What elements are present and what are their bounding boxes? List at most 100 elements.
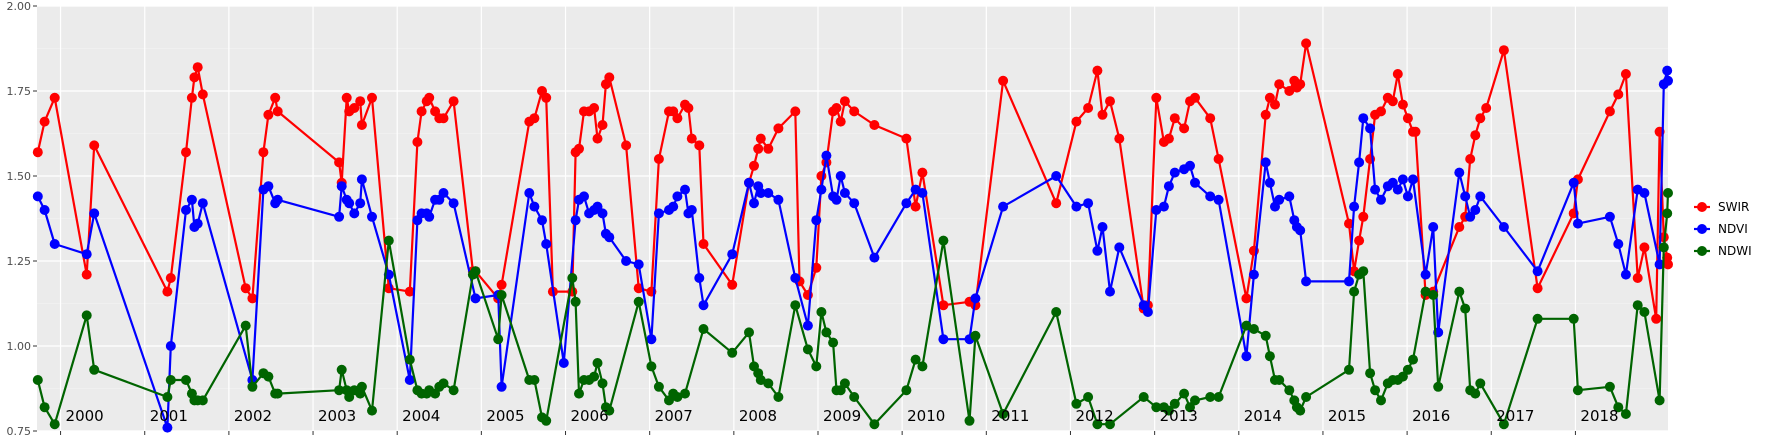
data-point-swir bbox=[32, 147, 43, 158]
data-point-swir bbox=[1475, 113, 1486, 124]
data-point-ndwi bbox=[1460, 303, 1471, 314]
data-point-ndwi bbox=[570, 296, 581, 307]
y-axis: 0.75 1.00 1.25 1.50 1.75 2.00 bbox=[7, 0, 1576, 438]
data-point-swir bbox=[998, 75, 1009, 86]
year-label: 2004 bbox=[402, 407, 440, 425]
data-point-swir bbox=[1639, 242, 1650, 253]
data-point-swir bbox=[89, 140, 100, 151]
year-label: 2016 bbox=[1412, 407, 1450, 425]
data-point-ndvi bbox=[1613, 239, 1624, 249]
data-point-ndwi bbox=[970, 330, 981, 341]
data-point-ndvi bbox=[835, 171, 846, 181]
year-label: 2013 bbox=[1160, 407, 1198, 425]
data-point-swir bbox=[790, 106, 801, 117]
data-point-ndwi bbox=[1138, 392, 1149, 402]
data-point-ndwi bbox=[938, 235, 949, 246]
data-point-swir bbox=[1295, 79, 1306, 90]
data-point-ndwi bbox=[89, 364, 100, 375]
data-point-ndvi bbox=[263, 181, 274, 192]
data-point-swir bbox=[1270, 99, 1280, 110]
data-point-ndvi bbox=[1662, 65, 1673, 76]
data-point-swir bbox=[633, 283, 644, 294]
data-point-ndvi bbox=[1663, 75, 1673, 86]
data-point-swir bbox=[181, 147, 191, 158]
data-point-ndwi bbox=[1241, 320, 1252, 331]
data-point-swir bbox=[749, 160, 759, 171]
data-point-ndvi bbox=[39, 205, 50, 215]
data-point-ndvi bbox=[653, 208, 664, 219]
data-point-ndwi bbox=[1639, 307, 1650, 317]
data-point-ndvi bbox=[32, 191, 43, 202]
data-point-ndvi bbox=[1397, 174, 1408, 185]
data-point-ndwi bbox=[32, 375, 43, 385]
data-point-swir bbox=[1260, 109, 1271, 120]
data-point-swir bbox=[341, 92, 352, 103]
data-point-ndwi bbox=[247, 381, 258, 392]
data-point-ndvi bbox=[356, 174, 367, 185]
data-point-swir bbox=[404, 286, 415, 297]
year-label: 2002 bbox=[234, 407, 272, 425]
data-point-swir bbox=[1651, 313, 1662, 324]
data-point-ndvi bbox=[1260, 157, 1271, 168]
data-point-ndvi bbox=[1532, 266, 1543, 277]
data-point-ndwi bbox=[1163, 405, 1174, 416]
series-layer bbox=[32, 38, 1673, 433]
data-point-ndvi bbox=[1142, 307, 1153, 317]
data-point-swir bbox=[240, 283, 251, 294]
data-point-ndwi bbox=[1620, 409, 1631, 419]
data-point-ndwi bbox=[1454, 286, 1465, 297]
data-point-ndvi bbox=[1114, 242, 1125, 253]
data-point-swir bbox=[917, 167, 928, 178]
year-label: 2005 bbox=[486, 407, 524, 425]
legend-label: NDWI bbox=[1718, 244, 1752, 258]
data-point-ndvi bbox=[604, 232, 615, 243]
data-point-ndwi bbox=[1572, 385, 1583, 396]
data-point-ndvi bbox=[81, 249, 92, 260]
data-point-swir bbox=[541, 92, 552, 103]
data-point-ndwi bbox=[698, 324, 709, 334]
year-label: 2011 bbox=[991, 407, 1029, 425]
data-point-ndwi bbox=[910, 354, 921, 365]
data-point-swir bbox=[839, 96, 850, 107]
year-label: 2007 bbox=[655, 407, 693, 425]
data-point-ndvi bbox=[272, 194, 283, 205]
data-point-ndvi bbox=[1392, 184, 1403, 195]
data-point-ndvi bbox=[1420, 269, 1431, 280]
data-point-swir bbox=[186, 92, 197, 103]
data-point-ndvi bbox=[621, 256, 632, 266]
data-point-swir bbox=[1274, 79, 1285, 90]
data-point-swir bbox=[81, 269, 92, 280]
data-point-ndwi bbox=[680, 388, 690, 399]
data-point-swir bbox=[263, 109, 274, 120]
data-point-swir bbox=[367, 92, 377, 103]
data-point-swir bbox=[496, 279, 507, 290]
data-point-ndvi bbox=[89, 208, 100, 219]
data-point-ndvi bbox=[1190, 177, 1200, 188]
data-point-swir bbox=[1613, 89, 1624, 100]
data-point-ndvi bbox=[1365, 123, 1376, 134]
data-point-ndwi bbox=[541, 415, 552, 426]
data-point-ndvi bbox=[1428, 222, 1439, 232]
data-point-ndvi bbox=[1264, 177, 1275, 188]
data-point-ndwi bbox=[1295, 405, 1306, 416]
data-point-swir bbox=[416, 106, 427, 117]
data-point-swir bbox=[1354, 235, 1365, 246]
data-point-ndvi bbox=[537, 215, 547, 226]
data-point-ndvi bbox=[917, 188, 928, 198]
data-point-ndvi bbox=[1620, 269, 1631, 280]
y-tick-label: 1.75 bbox=[7, 85, 32, 98]
data-point-ndwi bbox=[81, 310, 92, 321]
data-point-ndwi bbox=[197, 395, 208, 406]
data-point-ndvi bbox=[579, 191, 589, 202]
data-point-swir bbox=[1097, 109, 1108, 120]
data-point-ndwi bbox=[1470, 388, 1481, 399]
data-point-swir bbox=[1498, 45, 1509, 56]
y-tick-label: 1.00 bbox=[7, 340, 32, 353]
data-point-ndwi bbox=[964, 415, 975, 426]
data-point-swir bbox=[165, 273, 176, 283]
data-point-ndvi bbox=[367, 211, 377, 222]
data-point-swir bbox=[1402, 113, 1413, 124]
data-point-ndvi bbox=[349, 208, 360, 219]
